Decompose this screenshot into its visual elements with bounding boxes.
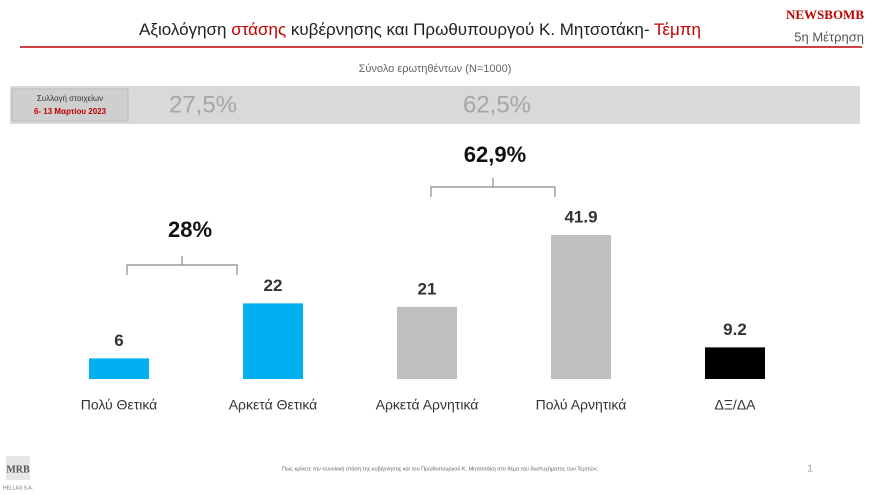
company-logo-box [6, 456, 30, 480]
fieldwork-label: Συλλογή στοιχείων [37, 94, 103, 103]
bracket [430, 178, 556, 197]
company: MRB [6, 464, 30, 475]
value-label: 21 [418, 279, 437, 298]
positive-total: 27,5% [169, 91, 237, 118]
fieldwork-dates: 6- 13 Μαρτίου 2023 [34, 107, 107, 116]
fieldwork-box [11, 88, 129, 122]
title-part: κυβέρνησης και Πρωθυπουργού Κ. Μητσοτάκη… [286, 20, 654, 39]
summary-band [10, 86, 860, 124]
bracket [126, 256, 238, 275]
category-label: Πολύ Θετικά [81, 397, 158, 413]
category-label: Αρκετά Θετικά [229, 397, 318, 413]
category-label: Αρκετά Αρνητικά [376, 397, 479, 413]
bar [551, 235, 611, 379]
title: Αξιολόγηση στάσης κυβέρνησης και Πρωθυπο… [139, 20, 701, 39]
question: Πως κρίνετε την συνολική στάση της κυβέρ… [282, 465, 598, 472]
title-part: Αξιολόγηση [139, 20, 231, 39]
title-part: Τέμπη [654, 20, 701, 39]
bar [397, 306, 457, 379]
annotation: 62,9% [464, 142, 526, 167]
logo: NEWSBOMB [786, 7, 864, 22]
value-label: 41.9 [564, 207, 597, 226]
negative-total: 62,5% [463, 91, 531, 118]
company-sub: HELLAS S.A. [3, 485, 33, 491]
bar [89, 358, 149, 379]
bar [705, 347, 765, 379]
value-label: 6 [114, 331, 123, 350]
value-label: 9.2 [723, 320, 747, 339]
category-label: ΔΞ/ΔΑ [714, 397, 756, 413]
page-number: 1 [807, 464, 813, 475]
wave: 5η Μέτρηση [794, 29, 864, 44]
value-label: 22 [264, 276, 283, 295]
annotation: 28% [168, 217, 212, 242]
base: Σύνολο ερωτηθέντων (N=1000) [359, 63, 512, 75]
title-part: στάσης [231, 20, 286, 39]
bar [243, 303, 303, 379]
category-label: Πολύ Αρνητικά [536, 397, 627, 413]
